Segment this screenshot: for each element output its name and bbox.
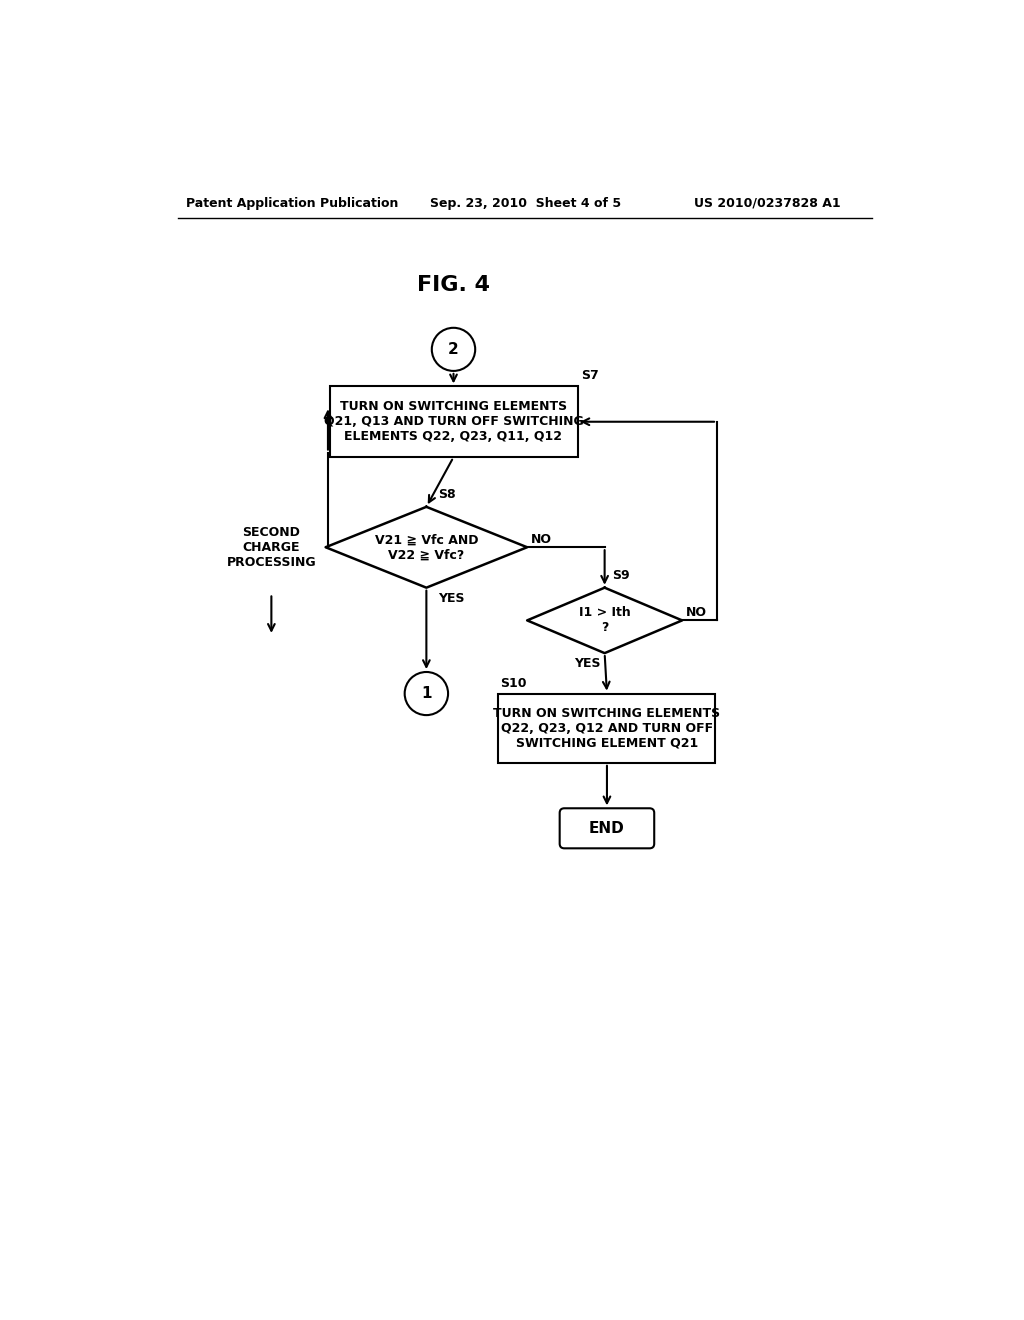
Text: S7: S7 (582, 370, 599, 383)
FancyBboxPatch shape (499, 693, 716, 763)
Circle shape (432, 327, 475, 371)
Text: 1: 1 (421, 686, 432, 701)
Text: Patent Application Publication: Patent Application Publication (186, 197, 398, 210)
Text: I1 > Ith
?: I1 > Ith ? (579, 606, 631, 635)
FancyBboxPatch shape (560, 808, 654, 849)
Circle shape (404, 672, 449, 715)
Text: YES: YES (574, 657, 601, 671)
FancyBboxPatch shape (330, 387, 578, 457)
Text: END: END (589, 821, 625, 836)
Text: TURN ON SWITCHING ELEMENTS
Q21, Q13 AND TURN OFF SWITCHING
ELEMENTS Q22, Q23, Q1: TURN ON SWITCHING ELEMENTS Q21, Q13 AND … (324, 400, 584, 444)
Text: FIG. 4: FIG. 4 (417, 276, 490, 296)
Text: 2: 2 (449, 342, 459, 356)
Text: YES: YES (438, 591, 465, 605)
Text: S10: S10 (500, 677, 526, 689)
Text: NO: NO (531, 533, 552, 546)
Text: S8: S8 (438, 487, 456, 500)
Text: TURN ON SWITCHING ELEMENTS
Q22, Q23, Q12 AND TURN OFF
SWITCHING ELEMENT Q21: TURN ON SWITCHING ELEMENTS Q22, Q23, Q12… (494, 706, 721, 750)
Text: US 2010/0237828 A1: US 2010/0237828 A1 (693, 197, 841, 210)
Text: NO: NO (686, 606, 707, 619)
Text: SECOND
CHARGE
PROCESSING: SECOND CHARGE PROCESSING (226, 525, 316, 569)
Text: S9: S9 (612, 569, 630, 582)
Text: Sep. 23, 2010  Sheet 4 of 5: Sep. 23, 2010 Sheet 4 of 5 (430, 197, 622, 210)
Text: V21 ≧ Vfc AND
V22 ≧ Vfc?: V21 ≧ Vfc AND V22 ≧ Vfc? (375, 533, 478, 561)
